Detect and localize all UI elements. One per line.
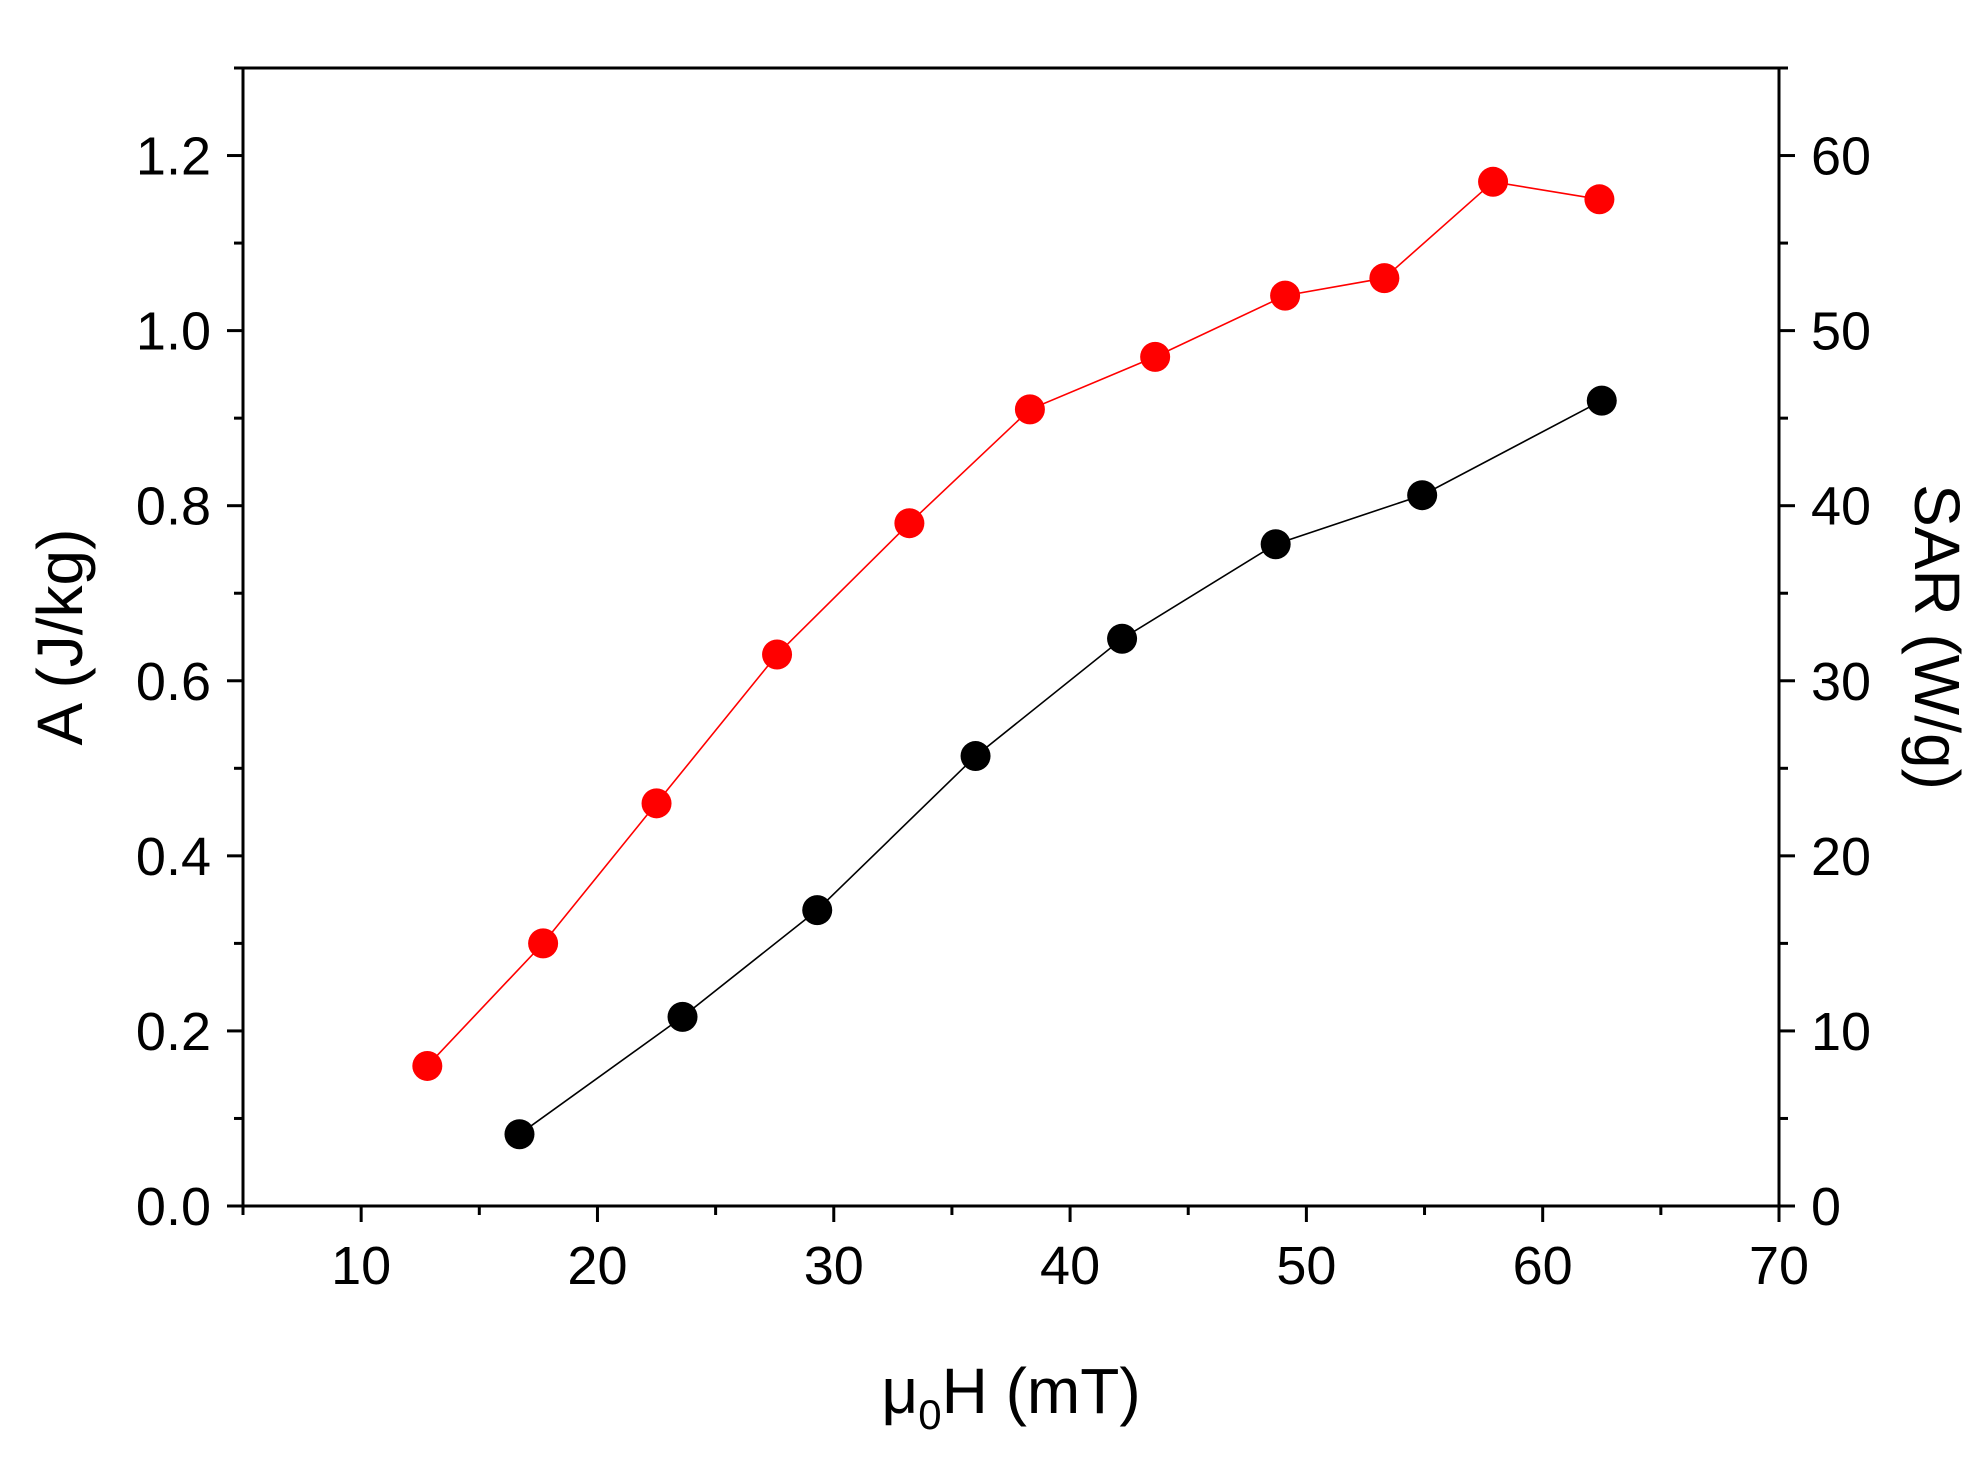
y-right-tick-label: 60 — [1811, 127, 1871, 187]
x-tick-label: 60 — [1513, 1236, 1573, 1296]
series-2 — [504, 385, 1617, 1150]
series-2-line — [519, 399, 1603, 1135]
y-left-tick-label: 0.2 — [136, 1002, 211, 1062]
series-2-point — [667, 1001, 698, 1032]
series-1-point — [1369, 263, 1400, 294]
series-1-point — [1140, 341, 1171, 372]
x-axis-title-rest: H (mT) — [942, 1355, 1141, 1427]
series-2-point — [1107, 623, 1138, 654]
x-axis-title-main: μ — [881, 1355, 918, 1427]
x-tick-label: 30 — [804, 1236, 864, 1296]
series-2-point — [1407, 480, 1438, 511]
x-tick-label: 10 — [331, 1236, 391, 1296]
x-axis-title-sub: 0 — [918, 1391, 941, 1438]
y-left-tick-label: 0.4 — [136, 827, 211, 887]
y-right-tick-label: 0 — [1811, 1177, 1841, 1237]
plot-frame — [241, 66, 1781, 1208]
x-tick-label: 50 — [1276, 1236, 1336, 1296]
ticks: 10 20 30 40 50 60 70 0.0 0.2 0.4 0.6 0.8 1.0 1.2 0 10 20… — [136, 66, 1871, 1296]
series-1-point — [762, 639, 793, 670]
x-tick-label: 40 — [1040, 1236, 1100, 1296]
y-left-tick-label: 0.0 — [136, 1177, 211, 1237]
series-1-point — [528, 928, 559, 959]
y-left-axis-title: A (J/kg) — [24, 529, 96, 746]
x-tick-label: 20 — [567, 1236, 627, 1296]
x-tick-label: 70 — [1749, 1236, 1809, 1296]
series-1-point — [1478, 166, 1509, 197]
series-1-line — [426, 180, 1600, 1067]
y-right-tick-label: 20 — [1811, 827, 1871, 887]
series-1 — [412, 166, 1615, 1081]
series-2-point — [1260, 529, 1291, 560]
series-1-point — [1270, 280, 1301, 311]
y-left-tick-label: 1.2 — [136, 127, 211, 187]
y-right-tick-label: 40 — [1811, 477, 1871, 537]
y-right-tick-label: 50 — [1811, 302, 1871, 362]
x-axis-title: μ0H (mT) — [881, 1355, 1140, 1438]
y-right-tick-label: 30 — [1811, 652, 1871, 712]
series-2-point — [1586, 385, 1617, 416]
y-right-tick-label: 10 — [1811, 1002, 1871, 1062]
series-1-point — [641, 788, 672, 819]
y-left-tick-label: 0.8 — [136, 477, 211, 537]
y-left-tick-label: 0.6 — [136, 652, 211, 712]
y-left-tick-label: 1.0 — [136, 302, 211, 362]
series-1-point — [1584, 184, 1615, 215]
y-right-axis-title: SAR (W/g) — [1901, 484, 1973, 790]
series-2-point — [504, 1119, 535, 1150]
series-1-point — [412, 1050, 443, 1081]
series-1-point — [894, 508, 925, 539]
series-2-point — [960, 741, 991, 772]
series — [412, 166, 1617, 1150]
series-1-point — [1014, 394, 1045, 425]
series-2-point — [802, 895, 833, 926]
